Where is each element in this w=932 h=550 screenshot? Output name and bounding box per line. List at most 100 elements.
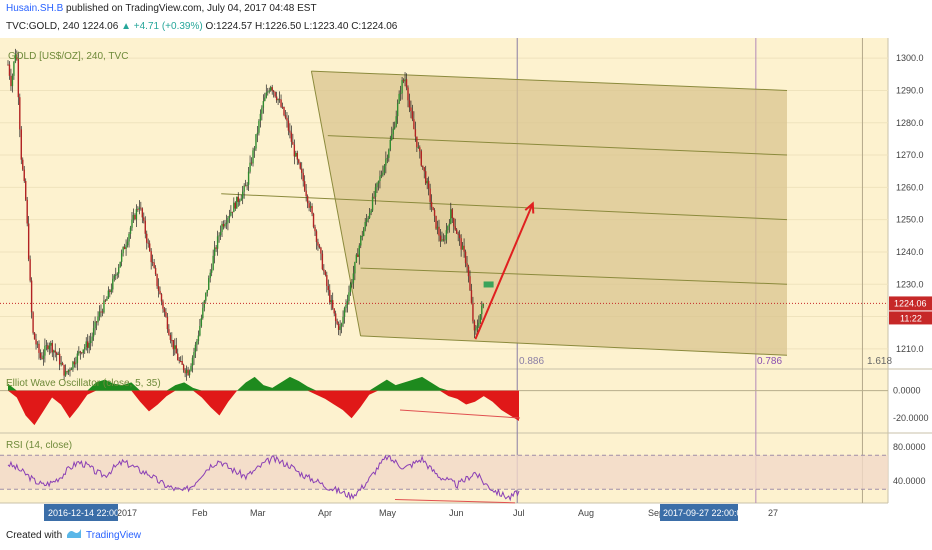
candle-body xyxy=(470,290,473,304)
author-link[interactable]: Husain.SH.B xyxy=(6,3,64,14)
candle-body xyxy=(193,352,195,358)
candle-body xyxy=(66,371,68,373)
candle-body xyxy=(107,290,110,299)
candle-body xyxy=(466,263,468,267)
candle-body xyxy=(150,251,152,263)
candle-body xyxy=(50,342,52,346)
candle-body xyxy=(327,285,329,291)
candle-body xyxy=(293,144,296,157)
candle-body xyxy=(264,97,266,102)
candle-body xyxy=(398,93,400,104)
candle-body xyxy=(283,107,285,116)
candle-body xyxy=(87,341,89,348)
candle-body xyxy=(210,269,213,273)
candle-body xyxy=(175,345,177,354)
candle-body xyxy=(268,90,270,92)
candle-body xyxy=(168,329,170,335)
candle-body xyxy=(274,92,276,97)
candle-body xyxy=(104,300,107,302)
pitchfork-line xyxy=(311,70,788,91)
candle-body xyxy=(244,185,247,187)
flag-marker xyxy=(483,281,494,288)
candle-body xyxy=(343,308,346,317)
candle-body xyxy=(202,307,204,319)
candle-body xyxy=(89,340,92,344)
candle-body xyxy=(92,328,95,337)
candle-body xyxy=(110,289,113,292)
candle-body xyxy=(148,243,151,252)
candle-body xyxy=(190,365,192,371)
countdown-badge-text: 11:22 xyxy=(900,313,922,323)
candle-body xyxy=(346,301,349,305)
price-series xyxy=(7,48,494,381)
candle-body xyxy=(45,345,48,346)
candle-body xyxy=(177,353,179,361)
symbol-header: TVC:GOLD, 240 1224.06 ▲ +4.71 (+0.39%) O… xyxy=(6,21,397,32)
candle-body xyxy=(178,360,180,362)
candle-body xyxy=(368,212,371,218)
candle-body xyxy=(179,361,182,362)
pitchfork-line xyxy=(360,335,788,356)
candle-body xyxy=(25,181,27,200)
time-tick-label: May xyxy=(379,508,397,518)
candle-body xyxy=(324,271,327,276)
publish-header: Husain.SH.B published on TradingView.com… xyxy=(6,3,317,14)
time-tick-label: Mar xyxy=(250,508,266,518)
candle-body xyxy=(100,311,102,313)
candle-body xyxy=(230,211,232,216)
candle-body xyxy=(326,275,328,286)
candle-body xyxy=(367,217,369,220)
candle-body xyxy=(151,262,154,263)
candle-body xyxy=(33,332,36,340)
candle-body xyxy=(265,92,267,98)
pitchfork-line xyxy=(221,193,788,221)
candle-body xyxy=(73,361,76,365)
candle-body xyxy=(255,134,257,149)
published-text: published on TradingView.com, July 04, 2… xyxy=(66,3,317,14)
time-tick-label: 27 xyxy=(768,508,778,518)
candle-body xyxy=(58,353,61,365)
candle-body xyxy=(401,80,403,94)
tradingview-brand-link[interactable]: TradingView xyxy=(86,530,142,541)
candle-body xyxy=(64,371,67,376)
candle-body xyxy=(370,210,372,213)
candle-body xyxy=(427,180,430,189)
candle-body xyxy=(354,261,356,274)
candle-body xyxy=(308,203,310,208)
candle-body xyxy=(231,211,234,213)
candle-body xyxy=(404,79,406,82)
candle-body xyxy=(439,235,442,242)
candle-body xyxy=(422,165,424,168)
candle-body xyxy=(391,134,393,140)
candle-body xyxy=(120,253,123,262)
candle-body xyxy=(203,300,206,308)
price-tick-label: 1230.0 xyxy=(896,279,924,289)
candle-body xyxy=(199,325,201,336)
candle-body xyxy=(444,239,446,241)
candle-body xyxy=(281,106,284,108)
candle-body xyxy=(392,128,394,135)
candle-body xyxy=(464,251,467,264)
candle-body xyxy=(259,113,262,121)
pitchfork-line xyxy=(360,267,788,285)
candle-body xyxy=(123,247,126,249)
candle-body xyxy=(209,272,211,279)
chart-area[interactable]: GOLD [US$/OZ], 240, TVC 1300.0 1290.0 1280… xyxy=(0,38,932,522)
projection-arrow-head xyxy=(524,201,535,214)
up-arrow-icon: ▲ xyxy=(121,21,131,32)
created-with-text: Created with xyxy=(6,530,63,541)
candle-body xyxy=(317,242,319,246)
candle-body xyxy=(413,119,415,130)
tradingview-logo-icon[interactable] xyxy=(66,526,82,543)
candle-body xyxy=(342,316,344,324)
candle-body xyxy=(162,301,164,309)
candle-body xyxy=(441,239,443,242)
candle-body xyxy=(479,314,482,323)
ewo-tick-label: 0.0000 xyxy=(893,386,921,396)
candle-body xyxy=(215,247,217,249)
candle-body xyxy=(10,75,12,87)
candle-body xyxy=(197,335,200,342)
candle-body xyxy=(239,200,241,202)
candle-body xyxy=(237,196,239,202)
